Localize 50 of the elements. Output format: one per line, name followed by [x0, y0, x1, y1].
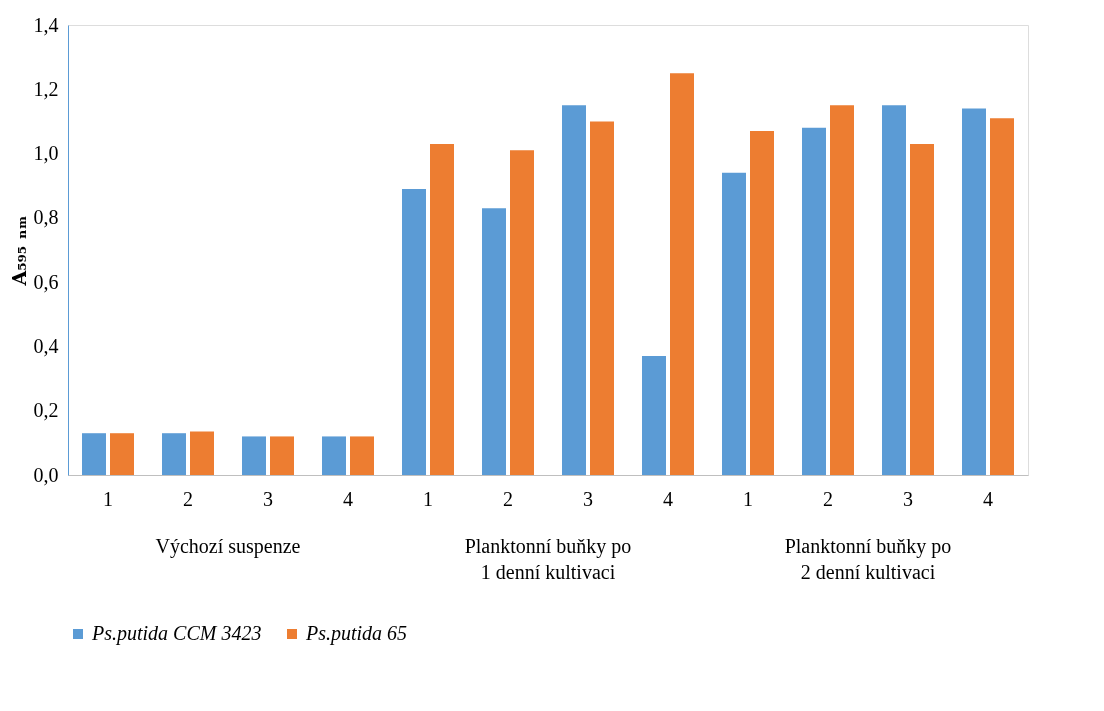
- y-tick-label: 0,8: [33, 206, 59, 229]
- y-tick-label: 0,2: [33, 399, 59, 422]
- bar: [910, 143, 934, 475]
- bar: [110, 433, 134, 475]
- bar: [722, 172, 746, 475]
- text: Planktonní buňky po 2 denní kultivaci: [784, 535, 952, 583]
- x-tick-label: 3: [263, 487, 273, 510]
- bar: [510, 150, 534, 475]
- bar: [322, 436, 346, 475]
- bar: [882, 105, 906, 475]
- bar: [190, 431, 214, 475]
- x-tick-label: 4: [983, 487, 993, 510]
- bar: [590, 121, 614, 475]
- x-tick-label: 4: [343, 487, 353, 510]
- bar: [82, 433, 106, 475]
- bar: [430, 143, 454, 475]
- x-tick-label: 3: [903, 487, 913, 510]
- bar: [242, 436, 266, 475]
- bar: [402, 188, 426, 475]
- x-tick-label: 1: [103, 487, 113, 510]
- x-tick-label: 4: [663, 487, 673, 510]
- y-tick-label: 0,6: [33, 270, 59, 293]
- y-axis-title: A₅₉₅ ₙₘ: [7, 215, 30, 287]
- y-tick-label: 1,4: [33, 13, 59, 36]
- y-tick-label: 1,0: [33, 142, 59, 165]
- text: Výchozí suspenze: [155, 535, 301, 558]
- legend-label: Ps.putida 65: [305, 622, 408, 645]
- x-tick-label: 2: [183, 487, 193, 510]
- bar: [270, 436, 294, 475]
- bar: [642, 356, 666, 475]
- x-tick-label: 1: [423, 487, 433, 510]
- bar: [562, 105, 586, 475]
- y-tick-label: 0,0: [33, 463, 59, 486]
- text: Planktonní buňky po 1 denní kultivaci: [464, 535, 632, 583]
- bar: [802, 127, 826, 475]
- bar: [962, 108, 986, 475]
- x-tick-label: 1: [743, 487, 753, 510]
- bar: [830, 105, 854, 475]
- bar: [990, 118, 1014, 475]
- y-tick-label: 0,4: [33, 334, 59, 357]
- y-tick-label: 1,2: [33, 77, 59, 100]
- x-tick-label: 3: [583, 487, 593, 510]
- bar: [482, 208, 506, 475]
- x-tick-label: 2: [503, 487, 513, 510]
- bar: [670, 73, 694, 475]
- bar: [350, 436, 374, 475]
- bar: [750, 131, 774, 475]
- bar: [162, 433, 186, 475]
- legend-label: Ps.putida CCM 3423: [91, 622, 262, 645]
- x-tick-label: 2: [823, 487, 833, 510]
